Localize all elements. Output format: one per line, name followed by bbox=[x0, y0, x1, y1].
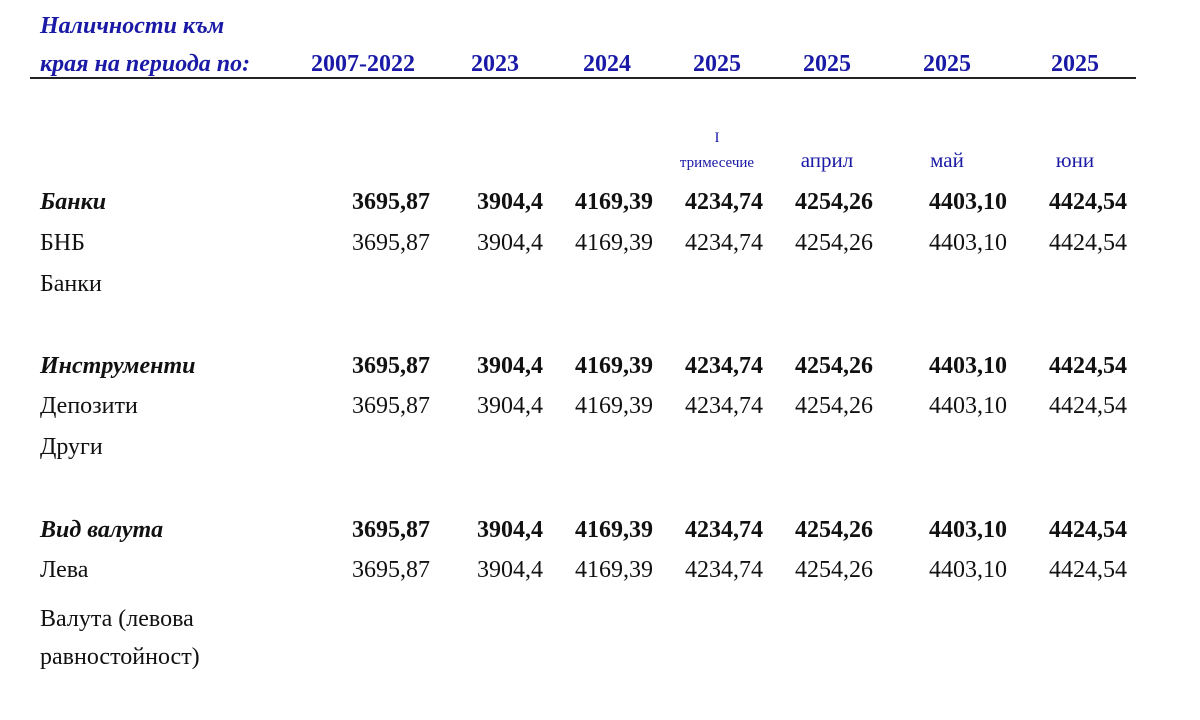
cell-value: 3695,87 bbox=[352, 557, 430, 583]
column-subtitle: юни bbox=[1055, 148, 1095, 172]
cell-value: 3904,4 bbox=[477, 557, 543, 583]
cell-value: 4234,74 bbox=[685, 517, 763, 543]
header-title: Наличности към bbox=[40, 13, 225, 39]
cell-value: 3695,87 bbox=[352, 230, 430, 256]
cell-value: 4234,74 bbox=[685, 230, 763, 256]
cell-value: 4403,10 bbox=[929, 189, 1007, 215]
cell-value: 4424,54 bbox=[1049, 557, 1127, 583]
row-label: БНБ bbox=[40, 230, 85, 256]
row-label: Други bbox=[40, 434, 103, 460]
column-year: 2025 bbox=[803, 51, 851, 77]
column-subtitle: тримесечие bbox=[679, 155, 755, 171]
cell-value: 4169,39 bbox=[575, 230, 653, 256]
cell-value: 3904,4 bbox=[477, 353, 543, 379]
column-year: 2023 bbox=[471, 51, 519, 77]
cell-value: 4234,74 bbox=[685, 393, 763, 419]
cell-value: 4254,26 bbox=[795, 557, 873, 583]
row-label: Валута (левова равностойност) bbox=[40, 606, 200, 671]
header-rule bbox=[30, 77, 1136, 79]
cell-value: 4403,10 bbox=[929, 557, 1007, 583]
column-year: 2007-2022 bbox=[311, 51, 415, 77]
row-label: Банки bbox=[40, 271, 102, 297]
cell-value: 4424,54 bbox=[1049, 230, 1127, 256]
cell-value: 4169,39 bbox=[575, 353, 653, 379]
cell-value: 3695,87 bbox=[352, 353, 430, 379]
cell-value: 4424,54 bbox=[1049, 393, 1127, 419]
column-year: 2025 bbox=[923, 51, 971, 77]
cell-value: 3695,87 bbox=[352, 393, 430, 419]
cell-value: 4234,74 bbox=[685, 353, 763, 379]
row-label: Банки bbox=[40, 189, 107, 215]
column-subtitle: май bbox=[930, 148, 964, 172]
cell-value: 3904,4 bbox=[477, 393, 543, 419]
cell-value: 3904,4 bbox=[477, 230, 543, 256]
column-year: 2025 bbox=[1051, 51, 1099, 77]
cell-value: 4424,54 bbox=[1049, 353, 1127, 379]
cell-value: 4254,26 bbox=[795, 189, 873, 215]
cell-value: 4254,26 bbox=[795, 517, 873, 543]
row-label: Инструменти bbox=[40, 353, 196, 379]
cell-value: 3695,87 bbox=[352, 517, 430, 543]
cell-value: 4403,10 bbox=[929, 353, 1007, 379]
cell-value: 3695,87 bbox=[352, 189, 430, 215]
column-year: 2025 bbox=[693, 51, 741, 77]
row-label: Депозити bbox=[40, 393, 138, 419]
cell-value: 4234,74 bbox=[685, 189, 763, 215]
column-year: 2024 bbox=[583, 51, 631, 77]
row-label: Вид валута bbox=[40, 517, 164, 543]
column-subtitle: I bbox=[714, 130, 720, 146]
cell-value: 4169,39 bbox=[575, 557, 653, 583]
cell-value: 4234,74 bbox=[685, 557, 763, 583]
cell-value: 3904,4 bbox=[477, 517, 543, 543]
cell-value: 4169,39 bbox=[575, 393, 653, 419]
header-title: края на периода по: bbox=[40, 51, 251, 77]
cell-value: 4254,26 bbox=[795, 393, 873, 419]
column-subtitle: април bbox=[800, 148, 854, 172]
cell-value: 4254,26 bbox=[795, 353, 873, 379]
cell-value: 4424,54 bbox=[1049, 189, 1127, 215]
cell-value: 4403,10 bbox=[929, 517, 1007, 543]
cell-value: 3904,4 bbox=[477, 189, 543, 215]
cell-value: 4424,54 bbox=[1049, 517, 1127, 543]
cell-value: 4254,26 bbox=[795, 230, 873, 256]
cell-value: 4169,39 bbox=[575, 189, 653, 215]
cell-value: 4169,39 bbox=[575, 517, 653, 543]
row-label: Лева bbox=[40, 557, 89, 583]
cell-value: 4403,10 bbox=[929, 230, 1007, 256]
cell-value: 4403,10 bbox=[929, 393, 1007, 419]
